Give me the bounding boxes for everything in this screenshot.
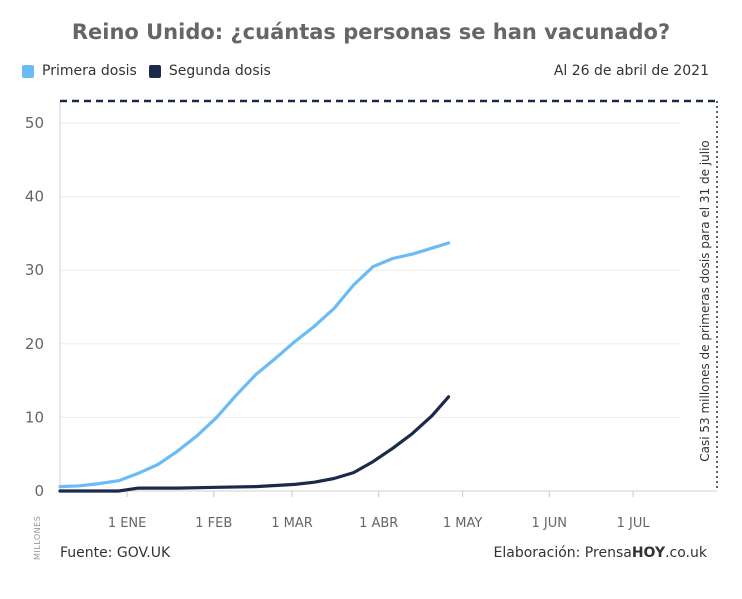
credit-prefix: Elaboración: Prensa [493, 545, 632, 561]
x-tick-label: 1 MAY [443, 516, 483, 531]
legend-item-primera: Primera dosis [22, 63, 137, 79]
date-note: Al 26 de abril de 2021 [553, 63, 709, 79]
x-tick-label: 1 JUN [532, 516, 567, 531]
y-tick-label: 10 [25, 408, 44, 426]
legend-label-primera: Primera dosis [42, 63, 137, 79]
credit-note: Elaboración: PrensaHOY.co.uk [494, 545, 707, 561]
x-tick-label: 1 ENE [108, 516, 147, 531]
credit-suffix: .co.uk [665, 545, 707, 561]
legend-swatch-primera [22, 64, 34, 78]
legend-label-segunda: Segunda dosis [168, 63, 271, 79]
source-note: Fuente: GOV.UK [60, 545, 171, 561]
x-tick-label: 1 JUL [617, 516, 651, 531]
y-tick-label: 20 [25, 335, 44, 353]
x-tick-label: 1 MAR [271, 516, 313, 531]
series-line-segunda-dosis [58, 395, 451, 493]
target-annotation: Casi 53 millones de primeras dosis para … [698, 140, 712, 462]
y-tick-label: 50 [25, 114, 44, 132]
legend: Primera dosis Segunda dosis [22, 63, 283, 79]
series-line-primera-dosis [58, 241, 451, 489]
y-tick-label: 30 [25, 261, 44, 279]
credit-brand: HOY [631, 545, 666, 561]
x-tick-label: 1 FEB [195, 516, 232, 531]
y-axis-label: MILLONES [33, 516, 42, 560]
legend-swatch-segunda [148, 64, 161, 78]
y-tick-label: 0 [34, 482, 44, 500]
chart-title: Reino Unido: ¿cuántas personas se han va… [71, 20, 671, 44]
y-tick-label: 40 [25, 188, 44, 206]
legend-item-segunda: Segunda dosis [148, 63, 271, 79]
x-tick-label: 1 ABR [359, 516, 398, 531]
